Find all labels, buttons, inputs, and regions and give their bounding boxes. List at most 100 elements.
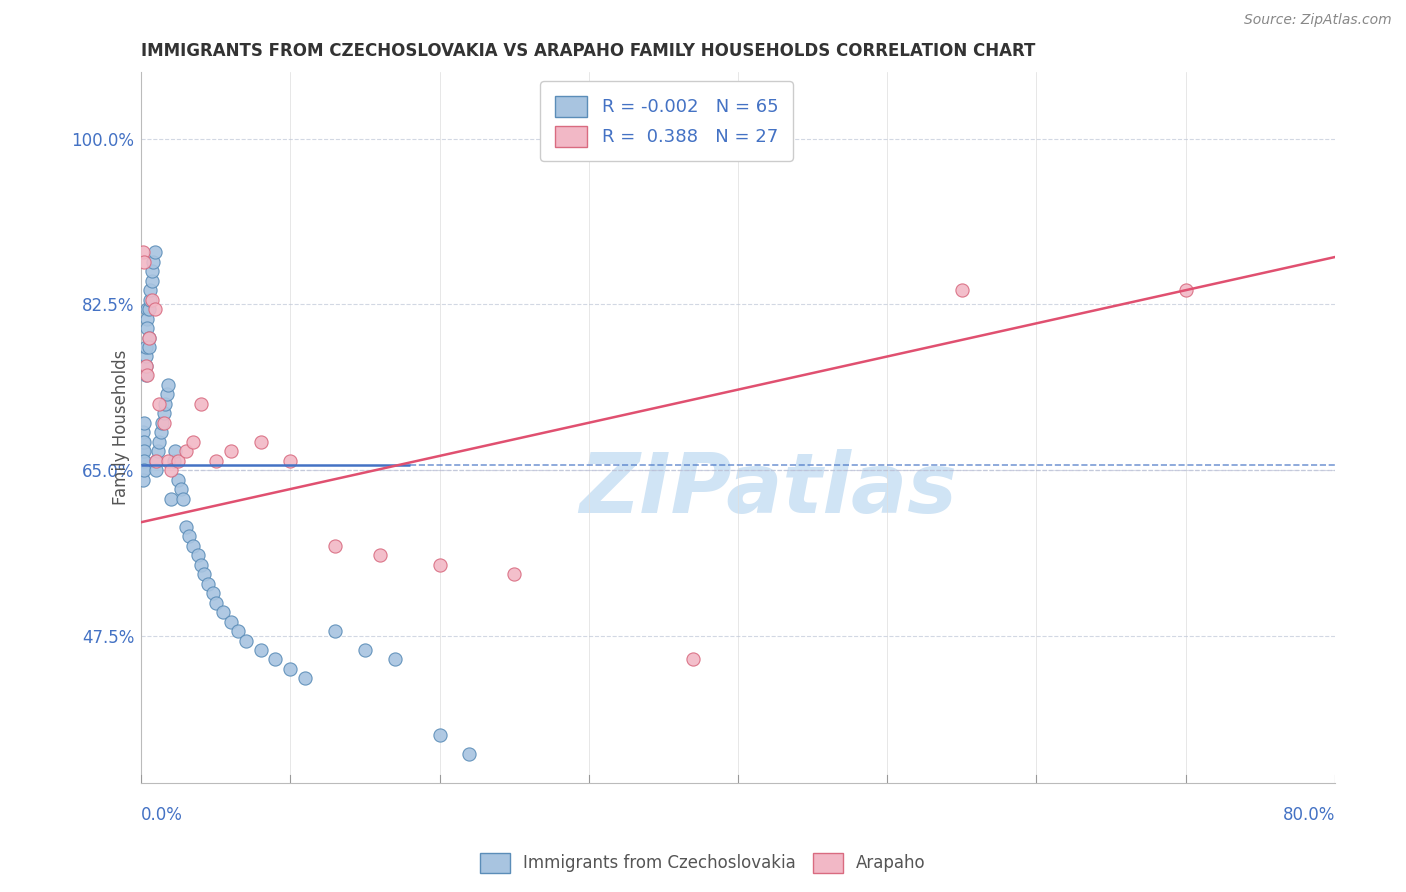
Point (148, 397, 170, 411)
Point (136, 302, 159, 317)
Point (201, 586, 224, 600)
Point (134, 434, 156, 449)
Legend: Immigrants from Czechoslovakia, Arapaho: Immigrants from Czechoslovakia, Arapaho (474, 847, 932, 880)
Point (323, 539, 346, 553)
Point (950, 283, 973, 297)
Point (135, 359, 157, 373)
Point (136, 311, 159, 326)
Point (183, 434, 205, 449)
Point (135, 359, 157, 373)
Point (135, 350, 157, 364)
Point (157, 377, 180, 392)
Point (131, 453, 153, 467)
Point (143, 302, 166, 317)
Point (167, 453, 190, 467)
Point (138, 330, 160, 344)
Point (429, 728, 451, 742)
Point (136, 321, 159, 335)
Point (354, 643, 377, 657)
Point (249, 643, 271, 657)
Point (165, 444, 187, 458)
Point (153, 397, 176, 411)
Point (429, 558, 451, 572)
Y-axis label: Family Households: Family Households (112, 350, 131, 505)
Point (141, 274, 163, 288)
Point (212, 605, 235, 619)
Point (152, 406, 174, 420)
Point (204, 453, 226, 467)
Text: 80.0%: 80.0% (1282, 806, 1334, 824)
Point (135, 340, 157, 354)
Point (249, 434, 271, 449)
Text: ZIPatlas: ZIPatlas (579, 449, 956, 530)
Point (138, 340, 160, 354)
Point (280, 662, 302, 676)
Point (142, 255, 165, 269)
Point (149, 425, 172, 440)
Point (131, 473, 153, 487)
Point (141, 264, 163, 278)
Point (1174, 283, 1197, 297)
Point (157, 453, 180, 467)
Point (190, 397, 212, 411)
Point (682, 652, 704, 666)
Point (193, 567, 215, 582)
Point (160, 463, 183, 477)
Point (167, 473, 190, 487)
Point (148, 434, 170, 449)
Point (145, 463, 167, 477)
Point (204, 596, 226, 610)
Point (197, 576, 219, 591)
Point (294, 672, 316, 686)
Text: Source: ZipAtlas.com: Source: ZipAtlas.com (1244, 13, 1392, 28)
Point (131, 245, 153, 260)
Point (143, 245, 166, 260)
Point (183, 539, 205, 553)
Point (131, 444, 153, 458)
Legend: R = -0.002   N = 65, R =  0.388   N = 27: R = -0.002 N = 65, R = 0.388 N = 27 (540, 81, 793, 161)
Point (384, 652, 406, 666)
Point (134, 444, 156, 458)
Point (280, 453, 302, 467)
Point (131, 425, 153, 440)
Point (163, 453, 186, 467)
Point (219, 615, 242, 629)
Point (368, 549, 391, 563)
Point (172, 491, 194, 506)
Point (139, 283, 162, 297)
Point (131, 434, 153, 449)
Point (145, 453, 167, 467)
Text: 0.0%: 0.0% (141, 806, 183, 824)
Point (264, 652, 287, 666)
Point (146, 444, 169, 458)
Point (150, 416, 173, 430)
Point (226, 624, 249, 638)
Point (131, 463, 153, 477)
Point (235, 633, 257, 648)
Point (139, 293, 162, 307)
Point (136, 368, 159, 383)
Point (145, 453, 167, 467)
Point (141, 293, 163, 307)
Point (458, 747, 481, 761)
Point (174, 444, 197, 458)
Point (138, 330, 160, 344)
Point (170, 482, 193, 496)
Text: IMMIGRANTS FROM CZECHOSLOVAKIA VS ARAPAHO FAMILY HOUSEHOLDS CORRELATION CHART: IMMIGRANTS FROM CZECHOSLOVAKIA VS ARAPAH… (141, 42, 1036, 60)
Point (134, 453, 156, 467)
Point (134, 463, 156, 477)
Point (177, 529, 200, 543)
Point (160, 491, 183, 506)
Point (174, 520, 197, 534)
Point (323, 624, 346, 638)
Point (135, 368, 157, 383)
Point (134, 416, 156, 430)
Point (190, 558, 212, 572)
Point (152, 416, 174, 430)
Point (219, 444, 242, 458)
Point (503, 567, 526, 582)
Point (155, 387, 177, 401)
Point (187, 549, 209, 563)
Point (138, 302, 160, 317)
Point (134, 255, 156, 269)
